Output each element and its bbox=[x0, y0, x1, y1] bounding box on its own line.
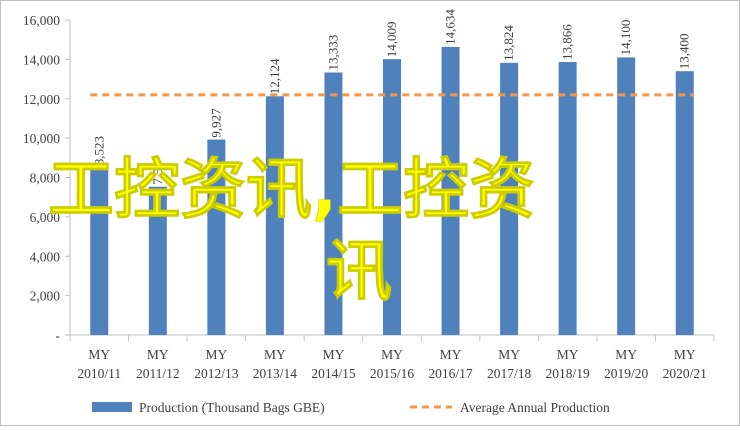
y-tick-label: 14,000 bbox=[23, 52, 60, 67]
bar-value-label: 14,009 bbox=[384, 21, 399, 57]
bar bbox=[441, 46, 460, 335]
category-label-line2: 2013/14 bbox=[253, 366, 298, 381]
y-tick-label: 16,000 bbox=[23, 13, 60, 28]
category-label-line2: 2010/11 bbox=[77, 366, 121, 381]
axes: - 2,000 4,000 6,000 8,000 10,000 12,000 14,000 1… bbox=[23, 13, 715, 343]
legend-label-average: Average Annual Production bbox=[460, 400, 610, 415]
bar bbox=[207, 139, 226, 335]
category-label-line2: 2018/19 bbox=[546, 366, 591, 381]
bar-value-label: 7,53 bbox=[150, 162, 165, 185]
y-tick-label: 10,000 bbox=[23, 131, 60, 146]
category-label-line1: MY bbox=[205, 347, 227, 362]
watermark-line-2: 讯 bbox=[326, 233, 392, 310]
y-tick-label: 2,000 bbox=[30, 289, 61, 304]
category-label-line2: 2020/21 bbox=[663, 366, 707, 381]
bar bbox=[324, 72, 343, 335]
watermark-line-1: 工控资讯,工控资 bbox=[48, 151, 535, 228]
category-label-line1: MY bbox=[323, 347, 345, 362]
y-tick-label: 8,000 bbox=[30, 171, 61, 186]
y-tick-label: 12,000 bbox=[23, 92, 60, 107]
bar-value-label: 13,333 bbox=[325, 35, 340, 71]
bar-value-label: 14,634 bbox=[443, 9, 458, 45]
bar bbox=[558, 62, 577, 336]
bar-value-label: 14,100 bbox=[618, 20, 633, 56]
bar bbox=[383, 59, 401, 335]
category-label-line2: 2012/13 bbox=[194, 366, 239, 381]
category-label-line1: MY bbox=[381, 347, 403, 362]
category-label-line1: MY bbox=[88, 347, 110, 362]
category-label-line2: 2019/20 bbox=[604, 366, 649, 381]
category-label-line1: MY bbox=[674, 347, 696, 362]
category-label-line2: 2015/16 bbox=[370, 366, 415, 381]
category-label-line1: MY bbox=[264, 347, 286, 362]
bar bbox=[675, 71, 694, 335]
category-label-line2: 2017/18 bbox=[487, 366, 532, 381]
category-label-line2: 2016/17 bbox=[428, 366, 473, 381]
bar-value-label: 13,824 bbox=[501, 25, 516, 61]
category-label-line1: MY bbox=[615, 347, 637, 362]
bar-value-label: 13,400 bbox=[677, 33, 692, 69]
bar bbox=[148, 186, 167, 335]
y-tick-label: - bbox=[56, 328, 61, 343]
bars bbox=[90, 46, 694, 336]
category-label-line1: MY bbox=[557, 347, 579, 362]
legend: Production (Thousand Bags GBE) Average An… bbox=[92, 400, 610, 415]
bar bbox=[500, 62, 519, 336]
category-label-line2: 2014/15 bbox=[311, 366, 356, 381]
category-label-line2: 2011/12 bbox=[136, 366, 180, 381]
bar-labels: 8,523 7,53 9,927 12,124 13,333 14,009 14,634 13… bbox=[91, 9, 691, 185]
legend-swatch-production bbox=[92, 402, 132, 412]
y-tick-label: 6,000 bbox=[30, 210, 61, 225]
y-tick-label: 4,000 bbox=[30, 249, 61, 264]
legend-label-production: Production (Thousand Bags GBE) bbox=[139, 400, 325, 415]
bar-value-label: 12,124 bbox=[267, 58, 282, 94]
category-labels: MY 2010/11 MY 2011/12 MY 2012/13 MY 2013/14 MY 20… bbox=[77, 347, 706, 381]
bar bbox=[90, 167, 109, 335]
bar-value-label: 9,927 bbox=[208, 108, 223, 138]
category-label-line1: MY bbox=[440, 347, 462, 362]
bar bbox=[617, 57, 636, 335]
category-label-line1: MY bbox=[147, 347, 169, 362]
bar bbox=[265, 96, 284, 335]
bar-value-label: 8,523 bbox=[91, 136, 106, 165]
bar-value-label: 13,866 bbox=[560, 24, 575, 60]
watermark: 工控资讯,工控资 讯 bbox=[48, 151, 536, 311]
category-label-line1: MY bbox=[498, 347, 520, 362]
